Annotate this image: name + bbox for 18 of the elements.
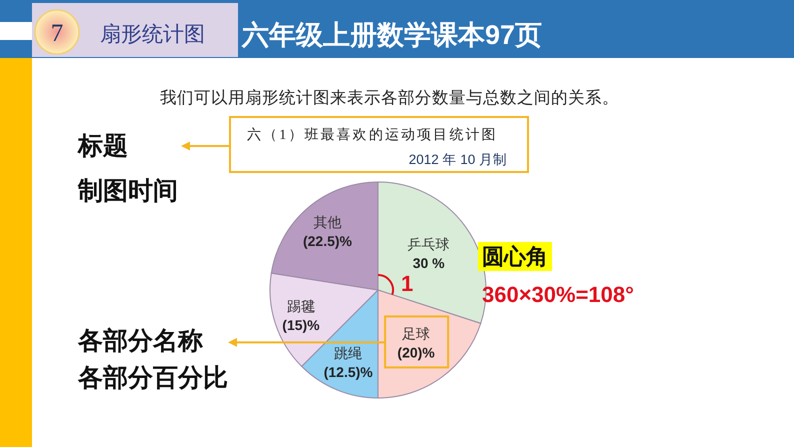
annotation: 制图时间 bbox=[78, 178, 178, 205]
annotation: 扇形统计图 bbox=[100, 22, 205, 46]
annotation: 各部分百分比 bbox=[78, 365, 228, 392]
annotation: 7 bbox=[50, 20, 64, 47]
subtitle: 2012 年 10 月制 bbox=[408, 152, 507, 167]
annotation: 我们可以用扇形统计图来表示各部分数量与总数之间的关系。 bbox=[160, 88, 619, 107]
slice-label: 跳绳 (12.5)% bbox=[324, 346, 373, 380]
annotation: 六年级上册数学课本97页 bbox=[242, 20, 542, 50]
annotation: 1 bbox=[401, 271, 414, 296]
annotation: 各部分名称 bbox=[78, 328, 203, 355]
title: 六（1）班最喜欢的运动项目统计图 bbox=[247, 128, 498, 143]
annotation: 标题 bbox=[78, 133, 128, 160]
slice-label: 其他 (22.5)% bbox=[302, 216, 352, 249]
annotation: 360×30%=108° bbox=[482, 282, 634, 307]
annotation: 圆心角 bbox=[482, 244, 548, 269]
slice-label: 足球 (20)% bbox=[397, 327, 435, 360]
slice-label: 踢毽 (15)% bbox=[282, 300, 320, 334]
slice-label: 乒乓球 30 % bbox=[408, 238, 450, 272]
